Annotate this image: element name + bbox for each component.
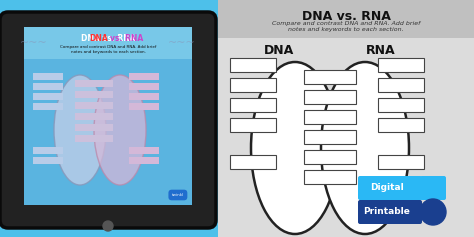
Bar — [304, 90, 356, 104]
FancyBboxPatch shape — [358, 176, 422, 200]
Bar — [218, 0, 474, 38]
Bar — [129, 157, 159, 164]
Text: vs. RNA: vs. RNA — [110, 34, 143, 43]
Bar — [378, 78, 424, 92]
Bar — [230, 58, 276, 72]
Bar — [75, 91, 113, 98]
Ellipse shape — [251, 62, 339, 234]
Bar — [75, 113, 113, 120]
Bar — [33, 157, 63, 164]
Bar — [304, 110, 356, 124]
Bar — [129, 83, 159, 90]
Bar — [129, 147, 159, 154]
Bar — [218, 0, 474, 237]
Bar — [378, 118, 424, 132]
Bar — [230, 98, 276, 112]
Text: notes and keywords to each section.: notes and keywords to each section. — [288, 27, 404, 32]
Bar — [304, 70, 356, 84]
Text: RNA: RNA — [366, 44, 396, 57]
Text: DNA: DNA — [89, 34, 108, 43]
Bar — [129, 73, 159, 80]
Ellipse shape — [321, 62, 409, 234]
Bar — [129, 93, 159, 100]
Bar — [378, 98, 424, 112]
Text: Compare and contrast DNA and RNA. Add brief
notes and keywords to each section.: Compare and contrast DNA and RNA. Add br… — [60, 45, 156, 54]
Bar — [129, 103, 159, 110]
Text: DNA vs. RNA: DNA vs. RNA — [301, 10, 391, 23]
Bar — [24, 27, 192, 59]
Circle shape — [420, 199, 446, 225]
Bar — [33, 83, 63, 90]
Bar — [230, 155, 276, 169]
Bar — [33, 93, 63, 100]
Text: DNA vs. RNA: DNA vs. RNA — [81, 34, 135, 43]
Text: Digital: Digital — [370, 183, 404, 192]
Bar — [24, 27, 192, 205]
Bar — [75, 135, 113, 142]
Bar — [75, 102, 113, 109]
Bar — [75, 80, 113, 87]
Bar — [230, 78, 276, 92]
Bar — [304, 170, 356, 184]
Bar — [75, 124, 113, 131]
FancyBboxPatch shape — [0, 12, 216, 228]
FancyBboxPatch shape — [420, 176, 446, 200]
Text: twinkl: twinkl — [172, 193, 184, 197]
Bar — [33, 147, 63, 154]
FancyBboxPatch shape — [358, 200, 422, 224]
Text: DNA: DNA — [264, 44, 294, 57]
Circle shape — [103, 221, 113, 231]
Bar — [378, 58, 424, 72]
Text: Compare and contrast DNA and RNA. Add brief: Compare and contrast DNA and RNA. Add br… — [272, 21, 420, 26]
Bar — [230, 118, 276, 132]
Bar — [33, 103, 63, 110]
Text: Printable: Printable — [364, 208, 410, 217]
Bar — [33, 73, 63, 80]
Text: ~~~: ~~~ — [20, 38, 48, 48]
Bar — [304, 130, 356, 144]
Ellipse shape — [54, 75, 106, 185]
Bar — [378, 155, 424, 169]
Ellipse shape — [94, 75, 146, 185]
Bar — [304, 150, 356, 164]
Text: ~~~: ~~~ — [168, 38, 196, 48]
